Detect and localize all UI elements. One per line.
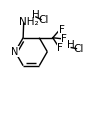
Text: H: H [67,40,75,51]
Text: F: F [61,34,67,44]
Text: Cl: Cl [38,15,49,25]
Text: H: H [32,10,40,20]
Text: NH₂: NH₂ [19,17,39,27]
Text: N: N [11,47,19,57]
Text: F: F [57,43,63,53]
Text: Cl: Cl [73,44,84,54]
Text: F: F [59,25,65,35]
